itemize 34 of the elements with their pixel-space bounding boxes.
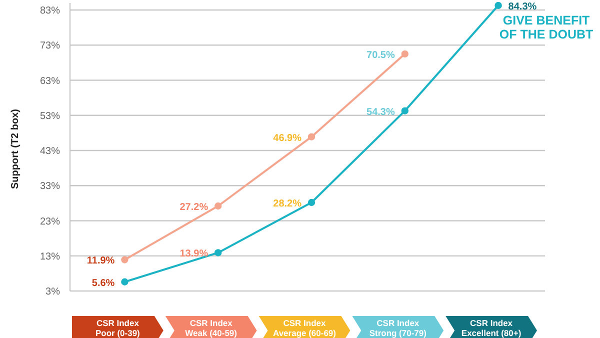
point <box>401 50 408 58</box>
data-label: 27.2% <box>180 202 208 214</box>
y-tick-label: 73% <box>40 40 60 52</box>
point <box>494 2 502 10</box>
point <box>308 198 316 206</box>
x-tick-label: CSR Index Weak (40-59) <box>185 318 238 338</box>
y-tick-label: 13% <box>40 251 60 262</box>
point <box>214 202 222 210</box>
y-tick-label: 33% <box>40 181 60 192</box>
point <box>214 249 222 256</box>
x-tick-label: CSR Index Strong (70-79) <box>369 318 427 338</box>
y-axis-title: Support (T2 box) <box>10 109 21 189</box>
y-tick-label: 63% <box>40 76 60 87</box>
point <box>121 256 128 264</box>
y-tick-label: 3% <box>46 286 60 298</box>
point <box>308 133 316 140</box>
data-label: 13.9% <box>180 248 208 260</box>
data-label: 11.9% <box>86 256 115 267</box>
x-tick-label: CSR Index Excellent (80+) <box>461 318 522 338</box>
point <box>121 278 128 286</box>
y-tick-label: 43% <box>40 146 60 158</box>
x-tick-label: CSR Index Poor (0-39) <box>95 318 140 338</box>
data-label: 54.3% <box>366 106 396 118</box>
x-tick-label: CSR Index Average (60-69) <box>273 318 336 338</box>
data-label: 84.3% <box>508 1 537 12</box>
data-label: 5.6% <box>92 278 115 289</box>
y-tick-label: 53% <box>40 110 60 122</box>
data-label: 70.5% <box>366 50 396 61</box>
data-label: 28.2% <box>273 198 302 210</box>
series-label: GIVE BENEFIT OF THE DOUBT <box>499 13 594 42</box>
y-tick-label: 83% <box>40 6 60 17</box>
point <box>401 107 408 114</box>
data-label: 46.9% <box>273 132 302 144</box>
y-tick-label: 23% <box>40 216 60 228</box>
